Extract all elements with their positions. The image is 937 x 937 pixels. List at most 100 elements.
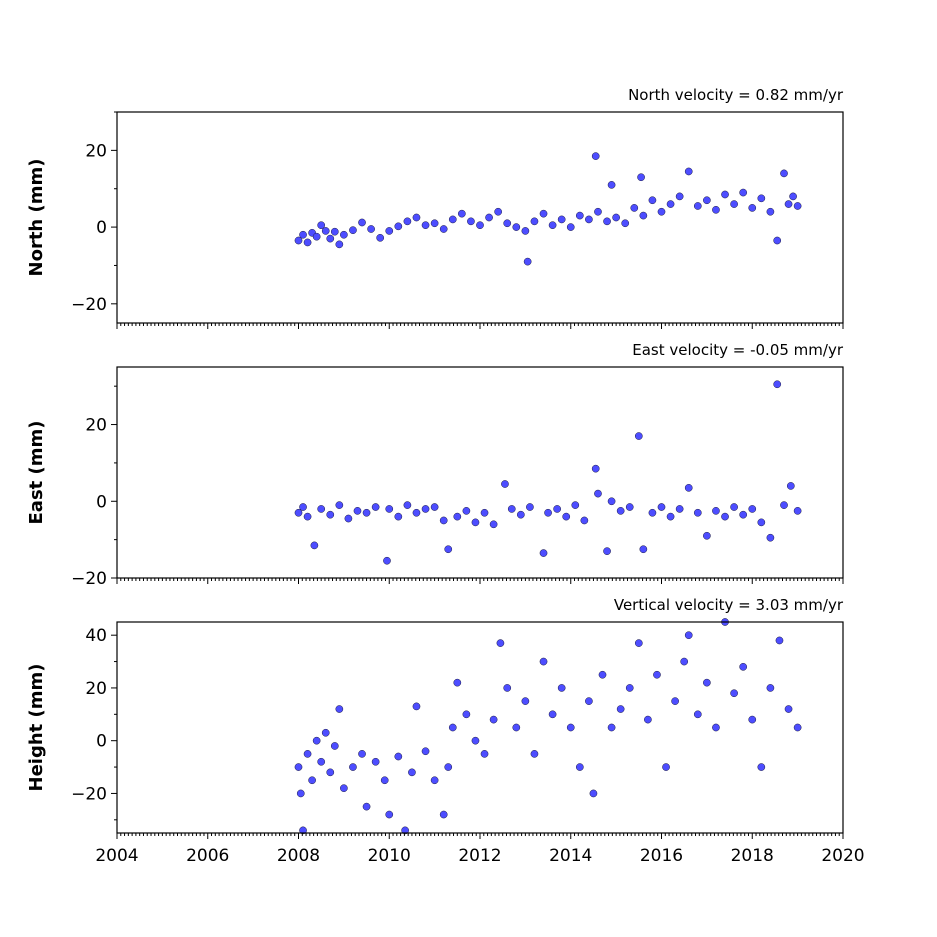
height-point bbox=[471, 736, 480, 745]
north-point bbox=[412, 213, 421, 222]
height-point bbox=[296, 789, 305, 798]
north-y-tick-label: 20 bbox=[85, 141, 107, 161]
height-x-tick-label: 2014 bbox=[549, 846, 592, 866]
east-point bbox=[526, 503, 534, 511]
east-x-ticks bbox=[116, 578, 844, 584]
east-point bbox=[657, 503, 666, 511]
height-point bbox=[693, 710, 702, 719]
height-point bbox=[671, 697, 679, 705]
east-point bbox=[793, 507, 802, 515]
east-point bbox=[766, 533, 775, 542]
east-point bbox=[430, 503, 439, 511]
east-point bbox=[748, 505, 757, 513]
east-point bbox=[385, 505, 394, 513]
height-point bbox=[299, 826, 307, 835]
height-point bbox=[634, 639, 643, 647]
east-point bbox=[326, 510, 335, 519]
height-point bbox=[521, 697, 530, 705]
height-point bbox=[439, 810, 448, 819]
east-point bbox=[507, 505, 516, 513]
north-point bbox=[703, 196, 711, 205]
east-point bbox=[773, 380, 782, 389]
height-point bbox=[775, 636, 784, 645]
east-point bbox=[730, 503, 738, 511]
height-point bbox=[730, 689, 738, 698]
north-point bbox=[730, 200, 738, 208]
east-point bbox=[489, 520, 498, 529]
height-point bbox=[317, 757, 326, 766]
north-point bbox=[557, 215, 566, 224]
height-x-tick-label: 2016 bbox=[640, 846, 683, 866]
north-point bbox=[312, 232, 321, 241]
height-point bbox=[680, 657, 689, 666]
north-point bbox=[603, 217, 611, 226]
height-y-tick-label: 40 bbox=[85, 626, 107, 646]
east-point bbox=[544, 508, 552, 517]
north-point bbox=[439, 225, 448, 233]
north-point bbox=[648, 196, 657, 205]
east-point bbox=[362, 508, 371, 517]
height-y-tick-label: 0 bbox=[96, 732, 107, 752]
east-point bbox=[371, 503, 380, 511]
height-x-tick-label: 2010 bbox=[368, 846, 411, 866]
east-point bbox=[516, 510, 525, 519]
height-point bbox=[462, 710, 471, 719]
height-point bbox=[362, 802, 371, 811]
north-point bbox=[385, 227, 394, 235]
north-point bbox=[639, 211, 648, 220]
east-point bbox=[603, 547, 611, 555]
height-point bbox=[448, 723, 457, 732]
height-point bbox=[412, 702, 421, 711]
north-point bbox=[503, 219, 512, 228]
north-point bbox=[403, 217, 412, 226]
height-point bbox=[557, 684, 566, 692]
height-point bbox=[575, 763, 584, 771]
east-point bbox=[383, 556, 391, 565]
height-point bbox=[308, 776, 316, 785]
east-point bbox=[594, 489, 602, 498]
height-point bbox=[330, 742, 339, 750]
east-point bbox=[471, 518, 480, 527]
north-point bbox=[476, 221, 484, 230]
east-point bbox=[666, 512, 675, 521]
east-y-axis-label: East (mm) bbox=[26, 421, 47, 525]
east-point bbox=[625, 503, 634, 511]
north-point bbox=[330, 227, 339, 236]
east-point bbox=[553, 505, 561, 513]
height-point bbox=[480, 750, 489, 758]
north-velocity-title: North velocity = 0.82 mm/yr bbox=[628, 86, 844, 104]
east-point bbox=[786, 482, 795, 490]
height-x-tick-label: 2008 bbox=[277, 846, 320, 866]
north-point bbox=[621, 219, 630, 228]
height-x-tick-label: 2004 bbox=[95, 846, 138, 866]
east-y-tick-label: 0 bbox=[96, 492, 107, 512]
north-point bbox=[637, 173, 645, 182]
north-point bbox=[566, 223, 575, 231]
height-point bbox=[625, 684, 634, 692]
height-point bbox=[748, 715, 757, 724]
height-point bbox=[589, 789, 598, 798]
height-x-ticks: 2004 2006 2008 2010 2012 2014 2016 2018 2020 bbox=[95, 833, 865, 866]
north-point bbox=[358, 218, 366, 227]
north-y-tick-label: −20 bbox=[71, 295, 107, 315]
north-point bbox=[539, 209, 548, 218]
north-point bbox=[748, 204, 757, 212]
north-point bbox=[335, 240, 344, 249]
east-point bbox=[562, 512, 571, 521]
north-point bbox=[657, 207, 666, 216]
north-point bbox=[367, 225, 375, 233]
north-point bbox=[458, 209, 466, 218]
north-point bbox=[530, 217, 539, 226]
north-point bbox=[675, 192, 684, 201]
north-point bbox=[594, 207, 602, 216]
height-point bbox=[566, 723, 575, 732]
north-point bbox=[793, 202, 802, 210]
height-x-tick-label: 2006 bbox=[186, 846, 229, 866]
east-point bbox=[462, 507, 471, 515]
east-point bbox=[703, 531, 711, 540]
east-panel: −20 0 20 East velocity = -0.05 mm/yr East … bbox=[26, 341, 844, 589]
north-point bbox=[376, 233, 385, 242]
north-y-tick-label: 0 bbox=[96, 218, 107, 238]
north-point bbox=[630, 204, 639, 212]
height-point bbox=[503, 684, 512, 692]
